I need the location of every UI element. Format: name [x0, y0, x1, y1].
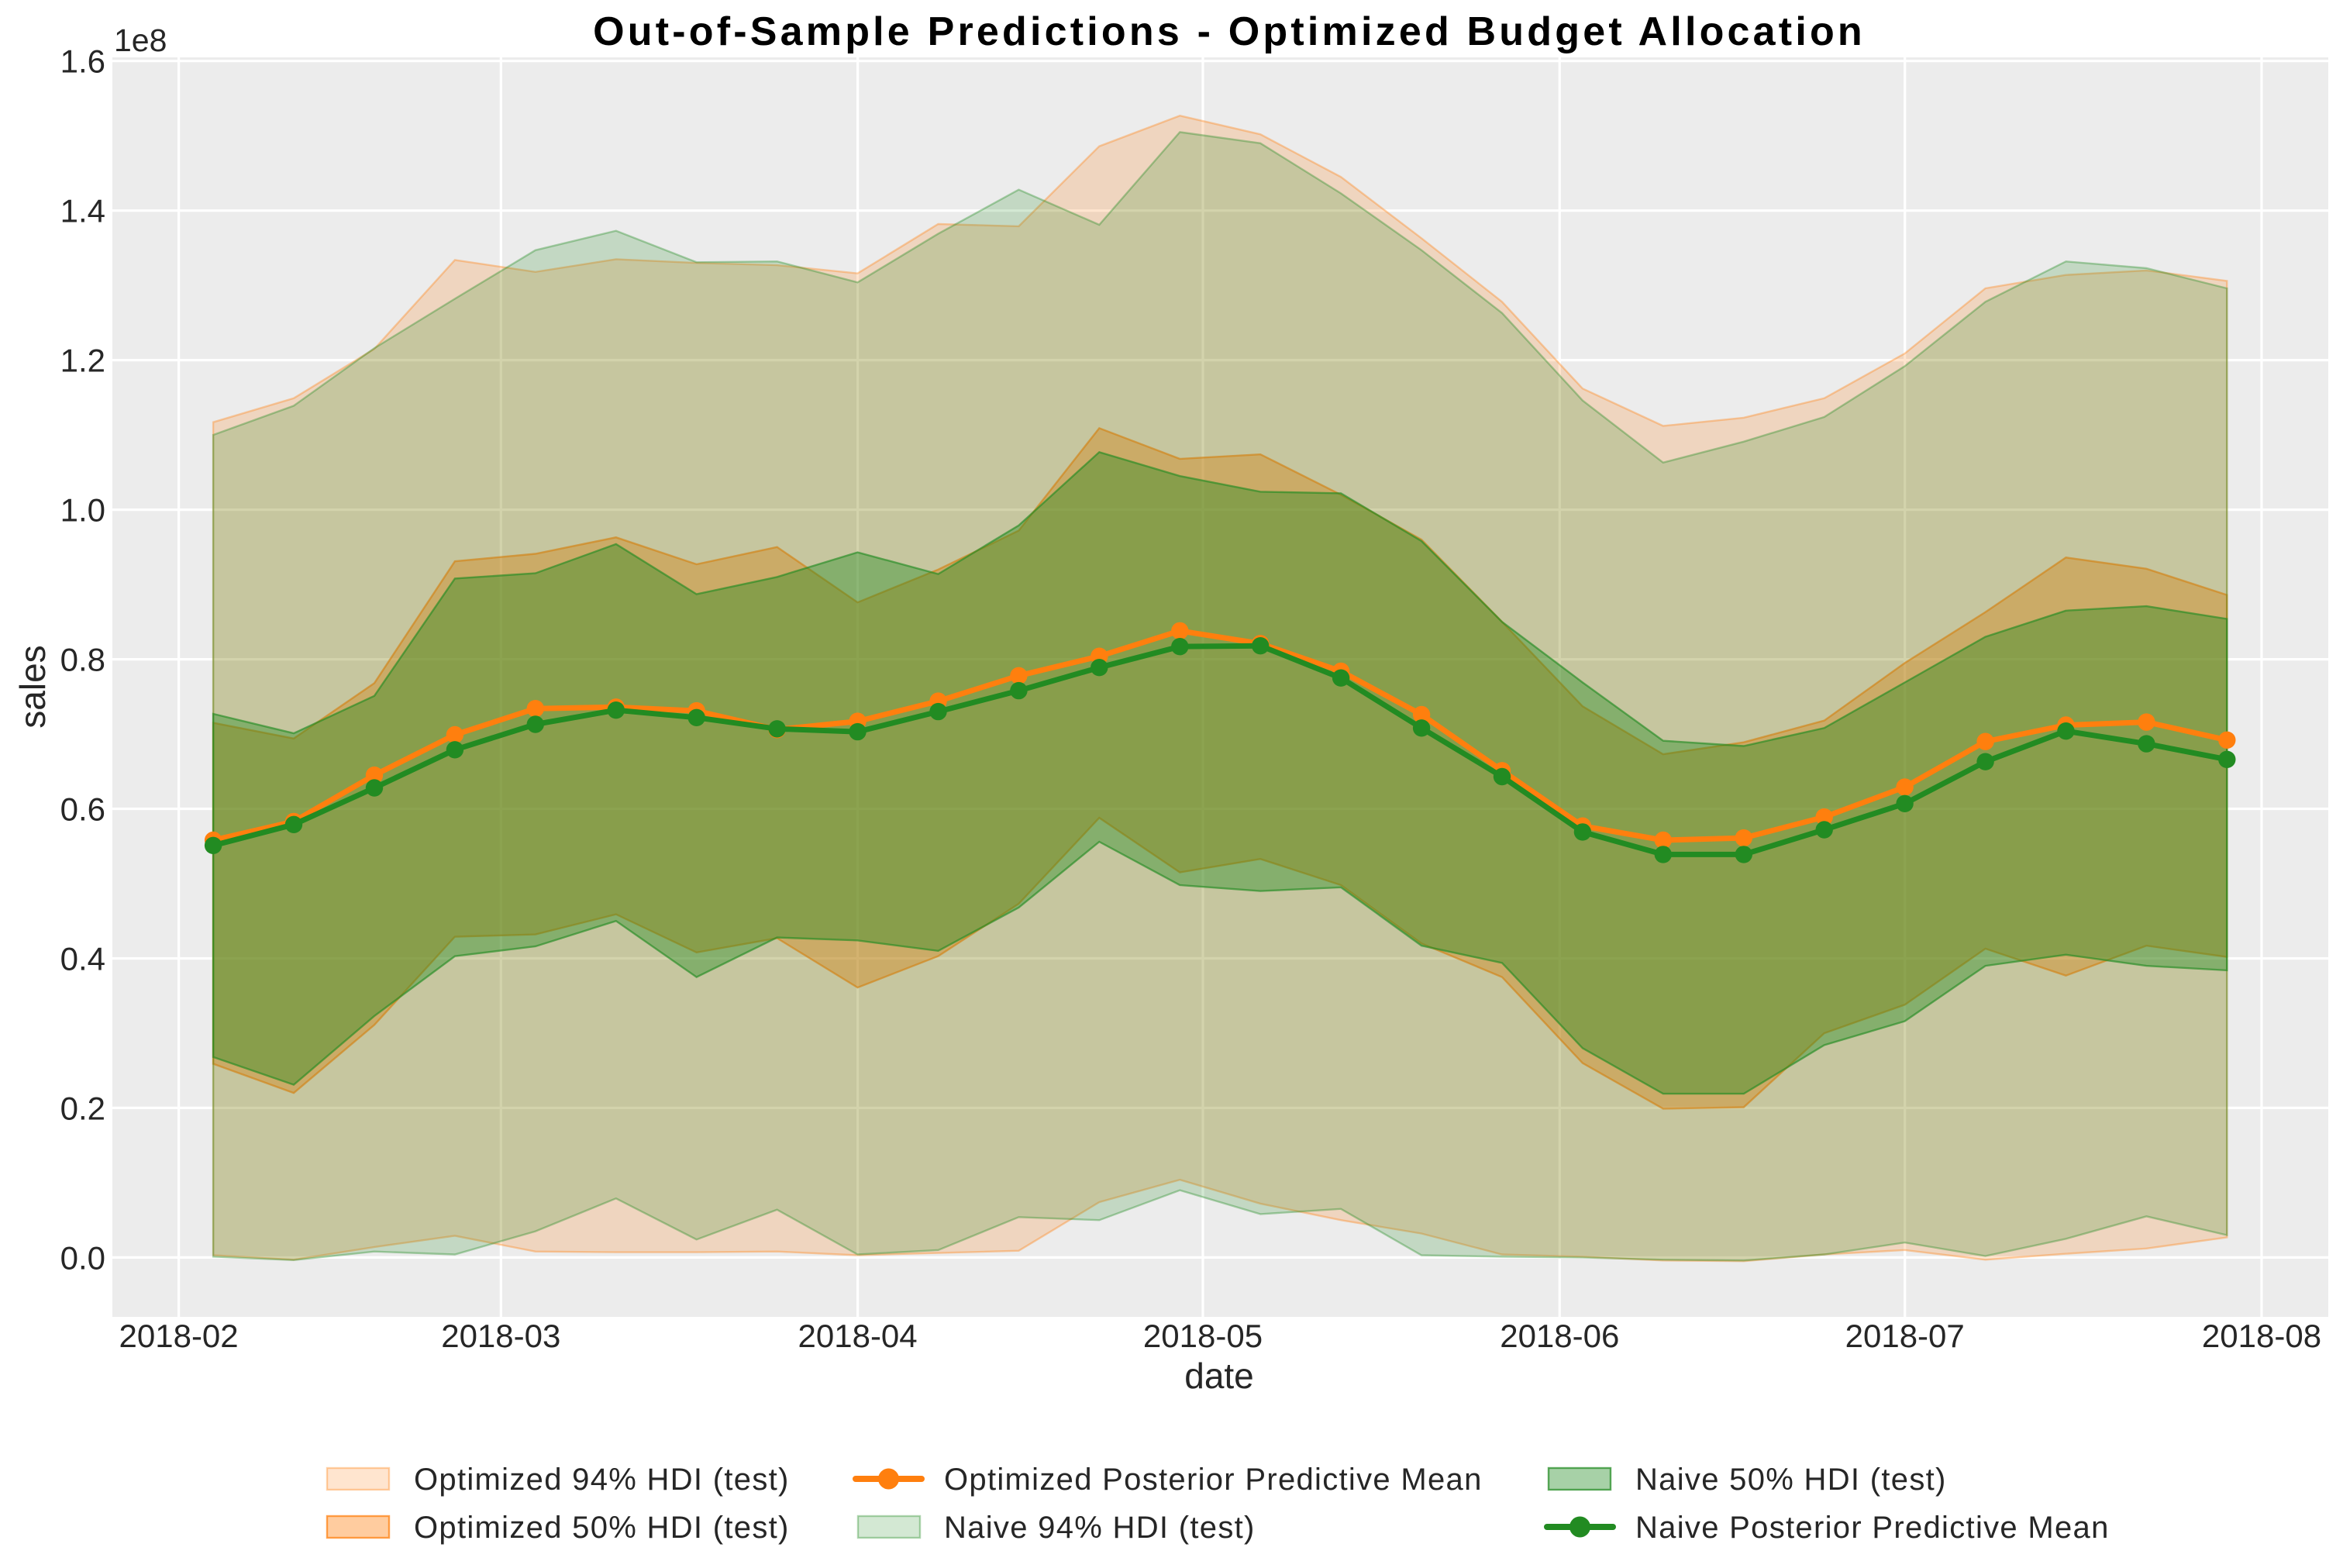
- svg-text:0.8: 0.8: [60, 642, 105, 678]
- svg-text:date: date: [1184, 1356, 1254, 1396]
- svg-text:2018-05: 2018-05: [1143, 1318, 1263, 1354]
- svg-text:Out-of-Sample Predictions - Op: Out-of-Sample Predictions - Optimized Bu…: [593, 9, 1866, 54]
- svg-text:Naive 94% HDI (test): Naive 94% HDI (test): [944, 1511, 1256, 1545]
- svg-text:2018-06: 2018-06: [1500, 1318, 1619, 1354]
- svg-text:Optimized 50% HDI (test): Optimized 50% HDI (test): [414, 1511, 790, 1545]
- svg-text:1.0: 1.0: [60, 492, 105, 529]
- svg-text:0.4: 0.4: [60, 941, 105, 977]
- svg-text:2018-07: 2018-07: [1845, 1318, 1965, 1354]
- svg-text:sales: sales: [12, 645, 53, 728]
- svg-text:Naive 50% HDI (test): Naive 50% HDI (test): [1635, 1463, 1947, 1497]
- svg-text:2018-08: 2018-08: [2202, 1318, 2321, 1354]
- svg-text:1.4: 1.4: [60, 193, 105, 229]
- svg-text:Optimized Posterior Predictive: Optimized Posterior Predictive Mean: [944, 1463, 1483, 1497]
- svg-text:Naive Posterior Predictive Mea: Naive Posterior Predictive Mean: [1635, 1511, 2110, 1545]
- svg-text:1e8: 1e8: [114, 22, 167, 58]
- svg-text:1.2: 1.2: [60, 343, 105, 379]
- svg-text:0.2: 0.2: [60, 1090, 105, 1126]
- svg-text:Optimized 94% HDI (test): Optimized 94% HDI (test): [414, 1463, 790, 1497]
- svg-text:0.6: 0.6: [60, 791, 105, 828]
- svg-text:2018-02: 2018-02: [119, 1318, 239, 1354]
- svg-text:2018-04: 2018-04: [798, 1318, 918, 1354]
- svg-text:2018-03: 2018-03: [441, 1318, 560, 1354]
- svg-text:0.0: 0.0: [60, 1239, 105, 1276]
- svg-text:1.6: 1.6: [60, 43, 105, 80]
